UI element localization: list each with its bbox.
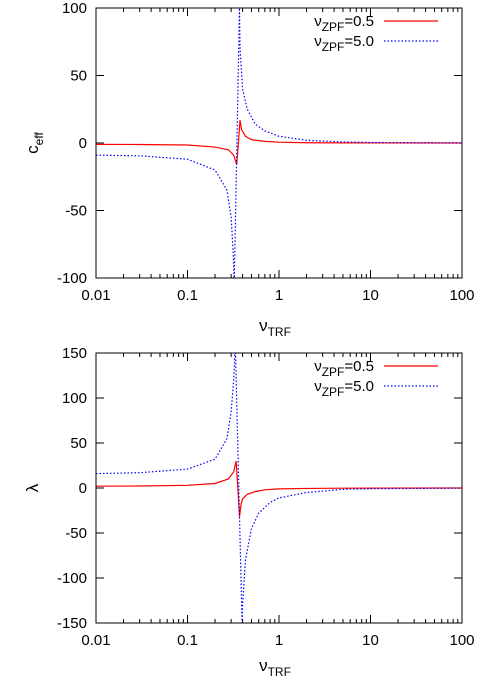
legend-label-subscript: ZPF: [322, 40, 345, 54]
legend-label-main: ν: [314, 358, 322, 375]
x-tick-label: 0.1: [177, 632, 198, 649]
x-axis-label-main: ν: [259, 656, 268, 675]
y-axis-label: λ: [23, 483, 42, 492]
x-axis-label: νTRF: [259, 656, 291, 679]
legend-label-suffix: =5.0: [344, 378, 374, 395]
y-axis-label: ceff: [23, 132, 46, 154]
legend-label-main: ν: [314, 378, 322, 395]
x-tick-label: 1: [275, 632, 283, 649]
y-tick-label: 100: [62, 0, 87, 17]
y-axis-label-main: λ: [23, 483, 42, 492]
x-tick-label: 100: [449, 632, 474, 649]
legend-label: νZPF=5.0: [314, 33, 374, 54]
x-axis-label-subscript: TRF: [268, 325, 291, 339]
y-axis-label-group: λ: [23, 483, 42, 492]
x-tick-label: 0.1: [177, 287, 198, 304]
y-axis-label-main: c: [23, 145, 42, 154]
y-tick-label: 0: [79, 135, 87, 152]
bottom-chart-panel: 0.01 0.1 1 10 100-150-100-50050100150νZPF=0.…: [23, 345, 475, 679]
x-axis-label-main: ν: [259, 316, 268, 335]
series-line-zpf-5-0: [96, 8, 462, 278]
y-tick-label: 0: [79, 480, 87, 497]
y-tick-label: -50: [65, 203, 87, 220]
y-tick-label: 150: [62, 345, 87, 362]
legend-label-subscript: ZPF: [322, 385, 345, 399]
y-axis-label-subscript: eff: [32, 132, 46, 146]
x-tick-label: 0.01: [81, 632, 110, 649]
y-tick-label: 50: [70, 68, 87, 85]
y-tick-label: -50: [65, 525, 87, 542]
legend-label: νZPF=0.5: [314, 358, 374, 379]
legend-label-suffix: =5.0: [344, 33, 374, 50]
legend-label-subscript: ZPF: [322, 20, 345, 34]
x-axis-label: νTRF: [259, 316, 291, 339]
series-line-zpf-0-5: [96, 119, 462, 165]
legend-label-suffix: =0.5: [344, 358, 374, 375]
legend-label-suffix: =0.5: [344, 13, 374, 30]
y-tick-label: -150: [57, 615, 87, 632]
top-chart-panel: 0.01 0.1 1 10 100-100-50050100νZPF=0.5νZPF=5…: [23, 0, 475, 339]
x-tick-label: 100: [449, 287, 474, 304]
y-tick-label: 100: [62, 390, 87, 407]
y-tick-label: 50: [70, 435, 87, 452]
x-tick-label: 0.01: [81, 287, 110, 304]
x-axis-label-subscript: TRF: [268, 665, 291, 679]
plot-frame: [95, 7, 463, 279]
legend-label: νZPF=0.5: [314, 13, 374, 34]
legend-label: νZPF=5.0: [314, 378, 374, 399]
series-line-zpf-5-0: [96, 353, 462, 623]
x-tick-label: 10: [362, 287, 379, 304]
legend-label-main: ν: [314, 13, 322, 30]
y-tick-label: -100: [57, 570, 87, 587]
legend-label-main: ν: [314, 33, 322, 50]
y-axis-label-group: ceff: [23, 132, 46, 154]
series-line-zpf-0-5: [96, 460, 462, 517]
x-tick-label: 10: [362, 632, 379, 649]
y-tick-label: -100: [57, 270, 87, 287]
x-tick-label: 1: [275, 287, 283, 304]
legend-label-subscript: ZPF: [322, 365, 345, 379]
plot-frame: [95, 352, 463, 624]
